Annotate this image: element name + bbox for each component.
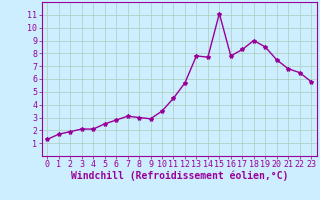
X-axis label: Windchill (Refroidissement éolien,°C): Windchill (Refroidissement éolien,°C) xyxy=(70,171,288,181)
